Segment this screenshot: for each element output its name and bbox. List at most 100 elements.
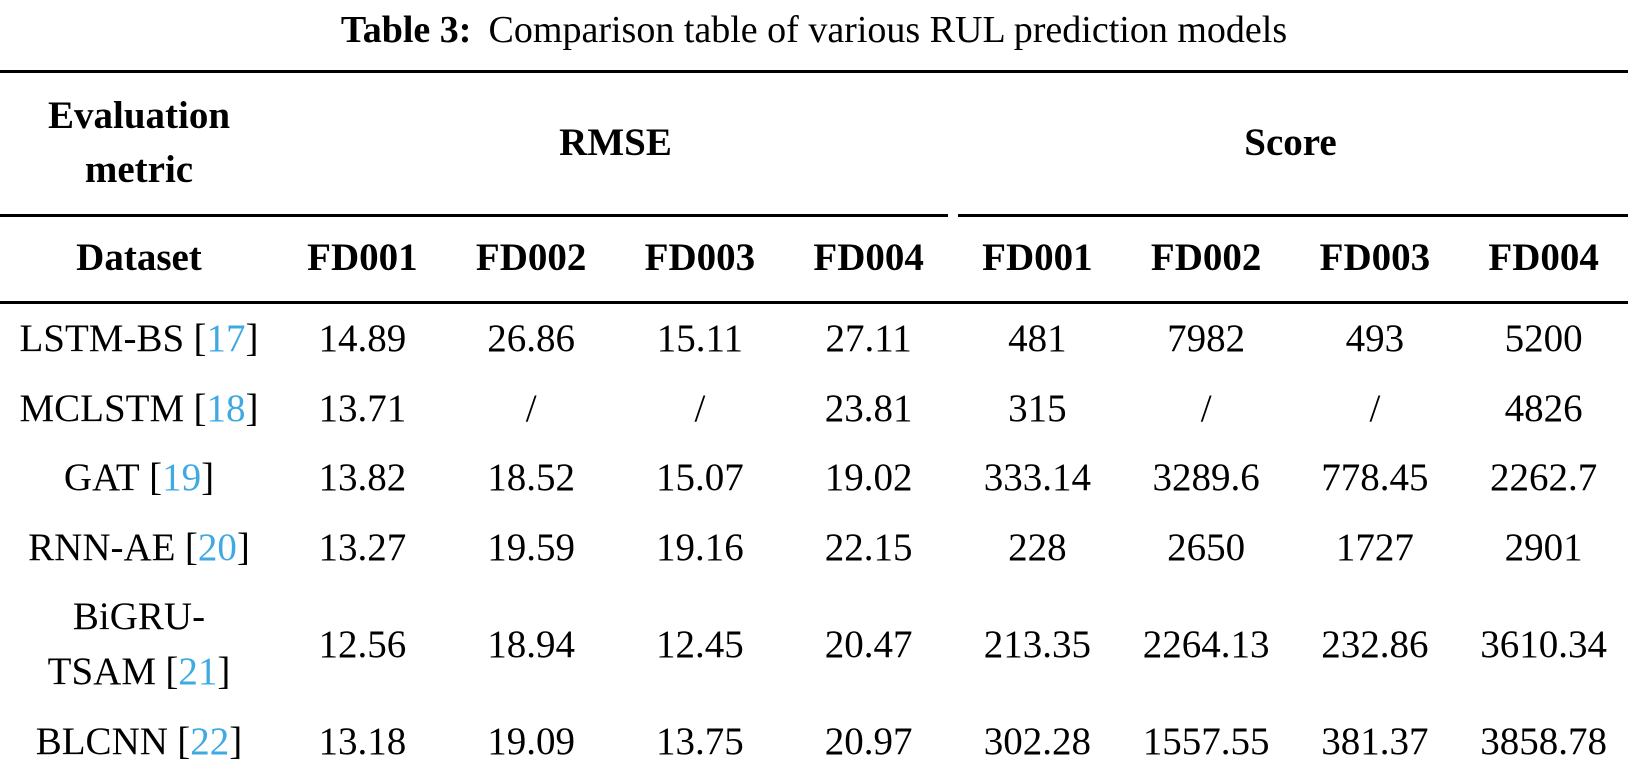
citation-close-bracket: ] (217, 650, 231, 694)
model-label: LSTM-BS (19, 317, 185, 361)
value-cell: 18.52 (487, 456, 575, 500)
value-cell: 26.86 (487, 317, 575, 361)
rmse-midrule-cell (0, 213, 953, 217)
citation-number-link[interactable]: 21 (178, 650, 218, 694)
dataset-header-row: Dataset FD001 FD002 FD003 FD004 FD001 FD… (0, 216, 1628, 305)
value-cell: 493 (1345, 317, 1405, 361)
model-label: MCLSTM (19, 386, 185, 430)
citation-number-link[interactable]: 17 (206, 317, 246, 361)
citation-open-bracket: [ (165, 650, 179, 694)
value-cell: 3858.78 (1480, 719, 1607, 763)
score-midrule-cell (953, 213, 1628, 217)
model-cell: RNN-AE [20] (0, 513, 278, 582)
value-cell: 3610.34 (1480, 622, 1607, 666)
citation: [17] (194, 317, 259, 360)
value-cell: 2262.7 (1490, 456, 1598, 500)
value-cell: 13.82 (318, 456, 407, 500)
value-cell: 1727 (1335, 525, 1414, 569)
table-row: BiGRU-TSAM [21] 12.56 18.94 12.45 20.47 213.35… (0, 582, 1628, 707)
value-cell: 12.45 (656, 622, 744, 666)
midrule-row (0, 213, 1628, 217)
group-header-score: Score (1244, 120, 1337, 164)
value-cell: 20.97 (824, 719, 913, 763)
citation-open-bracket: [ (193, 317, 207, 361)
value-cell: 12.56 (318, 622, 407, 666)
value-cell: 5200 (1504, 317, 1583, 361)
citation-close-bracket: ] (229, 719, 243, 763)
value-cell: 19.59 (487, 525, 575, 569)
citation-number-link[interactable]: 18 (206, 386, 246, 430)
value-cell: 1557.55 (1142, 719, 1270, 763)
value-cell: 15.07 (656, 456, 744, 500)
citation-open-bracket: [ (149, 456, 163, 500)
citation-open-bracket: [ (184, 525, 198, 569)
score-midrule (958, 213, 1628, 217)
citation: [19] (149, 456, 214, 499)
value-cell: 13.27 (318, 525, 407, 569)
model-cell: LSTM-BS [17] (0, 303, 278, 374)
value-cell: 22.15 (824, 525, 913, 569)
citation-close-bracket: ] (236, 525, 250, 569)
citation: [22] (177, 720, 242, 763)
value-cell: / (694, 386, 706, 430)
citation-number-link[interactable]: 19 (162, 456, 202, 500)
table-row: MCLSTM [18] 13.71 / / 23.81 315 / / 4826 (0, 374, 1628, 443)
value-cell: 13.71 (318, 386, 407, 430)
value-cell: 4826 (1504, 386, 1583, 430)
value-cell: 20.47 (824, 622, 913, 666)
citation-close-bracket: ] (201, 456, 215, 500)
table-caption-text: Comparison table of various RUL predicti… (488, 9, 1288, 51)
table-row: BLCNN [22] 13.18 19.09 13.75 20.97 302.28 1557.… (0, 707, 1628, 766)
value-cell: 481 (1008, 317, 1067, 361)
citation: [18] (194, 387, 259, 430)
citation-open-bracket: [ (177, 719, 191, 763)
value-cell: 381.37 (1321, 719, 1429, 763)
citation-open-bracket: [ (193, 386, 207, 430)
value-cell: / (525, 386, 537, 430)
value-cell: 13.18 (318, 719, 407, 763)
value-cell: 14.89 (318, 317, 407, 361)
value-cell: 302.28 (983, 719, 1091, 763)
dataset-col-rmse-fd003: FD003 (615, 216, 785, 305)
value-cell: 18.94 (487, 622, 575, 666)
table-row: GAT [19] 13.82 18.52 15.07 19.02 333.14 3289.6 7… (0, 443, 1628, 512)
model-label: RNN-AE (28, 525, 176, 569)
table-caption: Table 3: Comparison table of various RUL … (0, 8, 1628, 54)
value-cell: 19.09 (487, 719, 575, 763)
value-cell: 333.14 (983, 456, 1091, 500)
model-label: BiGRU-TSAM (47, 594, 206, 694)
value-cell: 2650 (1167, 525, 1246, 569)
table-row: LSTM-BS [17] 14.89 26.86 15.11 27.11 481 7982 49… (0, 303, 1628, 374)
dataset-col-score-fd003: FD003 (1290, 216, 1460, 305)
value-cell: 15.11 (656, 317, 744, 361)
citation-number-link[interactable]: 22 (190, 719, 230, 763)
dataset-col-rmse-fd004: FD004 (784, 216, 953, 305)
value-cell: 213.35 (983, 622, 1091, 666)
citation-number-link[interactable]: 20 (197, 525, 237, 569)
value-cell: 13.75 (656, 719, 744, 763)
dataset-header: Dataset (0, 216, 278, 305)
dataset-col-rmse-fd001: FD001 (278, 216, 447, 305)
dataset-col-rmse-fd002: FD002 (446, 216, 616, 305)
model-cell: MCLSTM [18] (0, 374, 278, 443)
value-cell: 7982 (1167, 317, 1246, 361)
model-label: BLCNN (35, 719, 168, 763)
citation: [20] (185, 526, 250, 569)
value-cell: 27.11 (825, 317, 912, 361)
value-cell: 2264.13 (1142, 622, 1270, 666)
group-header-rmse: RMSE (559, 120, 672, 164)
table-caption-label: Table 3: (340, 9, 472, 51)
group-header-row: Evaluation metric RMSE Score (0, 71, 1628, 214)
value-cell: 778.45 (1321, 456, 1429, 500)
model-cell: BiGRU-TSAM [21] (0, 582, 278, 707)
citation-close-bracket: ] (245, 386, 259, 430)
citation-close-bracket: ] (245, 317, 259, 361)
value-cell: 19.02 (824, 456, 913, 500)
rmse-midrule (0, 213, 948, 217)
model-cell: GAT [19] (0, 443, 278, 512)
value-cell: 2901 (1504, 525, 1583, 569)
value-cell: 232.86 (1321, 622, 1429, 666)
dataset-col-score-fd001: FD001 (953, 216, 1122, 305)
value-cell: / (1200, 386, 1212, 430)
